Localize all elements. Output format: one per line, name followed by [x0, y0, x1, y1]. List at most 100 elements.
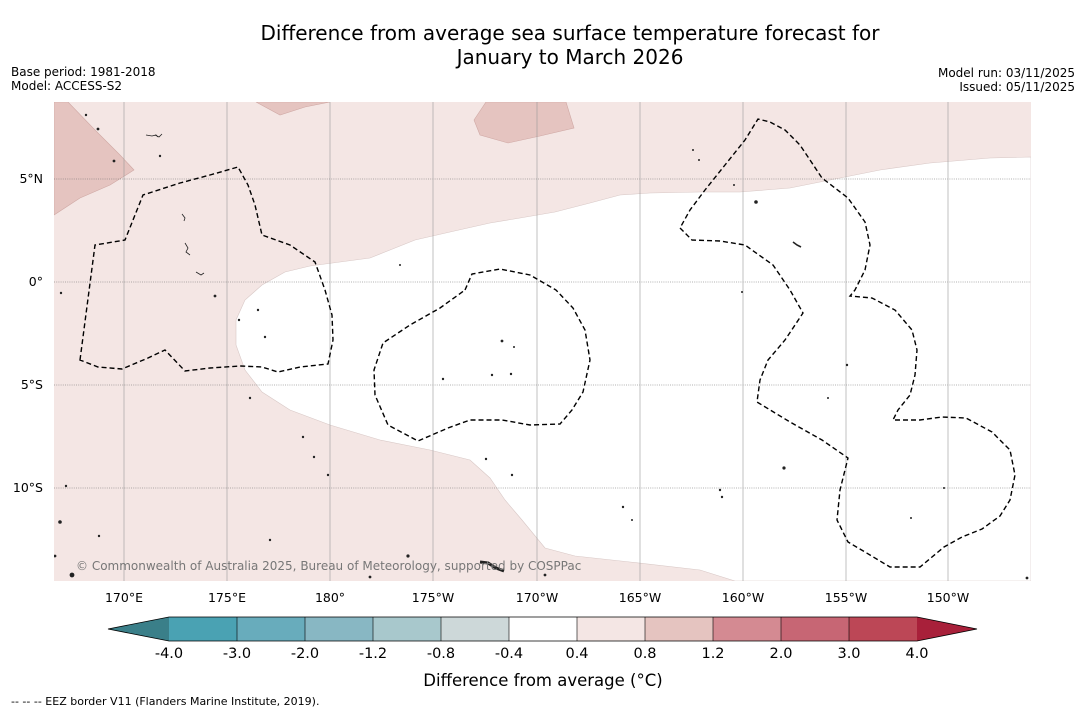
islands [54, 113, 1029, 580]
anomaly-patch-west [54, 102, 135, 216]
map-title-line1: Difference from average sea surface temp… [260, 21, 880, 45]
island-icon [84, 113, 88, 117]
copyright-text: © Commonwealth of Australia 2025, Bureau… [76, 559, 581, 573]
lon-label: 175°E [208, 590, 246, 605]
colorbar-tick-label: -0.8 [427, 646, 455, 662]
island-icon [490, 373, 494, 377]
island-icon [213, 294, 217, 298]
model-text: Model: ACCESS-S2 [11, 79, 123, 93]
colorbar-tick-label: 0.4 [565, 646, 588, 662]
lon-label: 160°W [722, 590, 764, 605]
island-icon [256, 308, 260, 312]
colorbar-extend-low [108, 617, 169, 641]
island-icon [69, 572, 75, 578]
colorbar-segment [849, 617, 917, 641]
colorbar-tick-label: 4.0 [905, 646, 928, 662]
island-icon [96, 127, 100, 131]
island-icon [792, 241, 802, 248]
island-icon [181, 213, 186, 222]
island-icon [237, 318, 241, 322]
island-icon [698, 158, 701, 161]
island-icon [301, 435, 305, 439]
island-icon [741, 290, 744, 293]
colorbar-tick-label: 2.0 [769, 646, 792, 662]
island-icon [326, 473, 330, 477]
island-icon [479, 560, 505, 573]
island-icon [406, 554, 410, 558]
island-icon [720, 495, 724, 499]
lon-label: 170°E [105, 590, 143, 605]
island-icon [195, 271, 205, 276]
island-icon [733, 183, 736, 186]
island-icon [158, 154, 162, 158]
island-icon [500, 339, 504, 343]
island-icon [543, 573, 547, 577]
lon-label: 175°W [412, 590, 454, 605]
issued-text: Issued: 05/11/2025 [959, 80, 1075, 94]
colorbar-segment [237, 617, 305, 641]
base-period-text: Base period: 1981-2018 [11, 65, 156, 79]
colorbar-tick-label: 0.8 [633, 646, 656, 662]
map-area: © Commonwealth of Australia 2025, Bureau… [54, 102, 1031, 581]
colorbar-segment [577, 617, 645, 641]
longitude-labels: 170°E 175°E 180° 175°W 170°W 165°W 160°W… [105, 590, 969, 605]
colorbar-segment [509, 617, 577, 641]
map-title: Difference from average sea surface temp… [0, 21, 1085, 69]
colorbar-segment [169, 617, 237, 641]
latitude-labels: 5°N 0° 5°S 10°S [13, 171, 43, 495]
island-icon [59, 291, 63, 295]
anomaly-patch-top [255, 102, 331, 116]
lon-label: 150°W [927, 590, 969, 605]
colorbar-tick-label: -2.0 [291, 646, 319, 662]
island-icon [64, 484, 68, 488]
colorbar-segment [441, 617, 509, 641]
model-run-text: Model run: 03/11/2025 [937, 66, 1075, 80]
colorbar-extend-high [917, 617, 977, 641]
colorbar-title: Difference from average (°C) [423, 671, 662, 690]
eez-border-kiribati-gilberts [79, 166, 334, 373]
island-icon [268, 538, 272, 542]
island-icon [754, 200, 758, 204]
colorbar-tick-label: -3.0 [223, 646, 251, 662]
lat-label-10s: 10°S [13, 480, 43, 495]
colorbar-tick-labels: -4.0 -3.0 -2.0 -1.2 -0.8 -0.4 0.4 0.8 1.2 2.0 3.0 4… [155, 646, 929, 662]
lon-label: 155°W [825, 590, 867, 605]
neutral-anomaly-region [235, 156, 1031, 581]
eez-border-kiribati-line [679, 118, 1016, 568]
island-icon [54, 554, 57, 558]
eez-legend-note: -- -- -- EEZ border V11 (Flanders Marine… [11, 695, 320, 708]
island-icon [509, 372, 513, 376]
colorbar-segment [373, 617, 441, 641]
colorbar-segment [781, 617, 849, 641]
island-icon [112, 159, 116, 163]
island-icon [154, 133, 163, 138]
island-icon [248, 396, 252, 400]
island-icon [484, 457, 488, 461]
anomaly-patch-north [473, 102, 575, 144]
lon-label: 165°W [619, 590, 661, 605]
metadata-left: Base period: 1981-2018 Model: ACCESS-S2 [11, 65, 156, 93]
metadata-right: Model run: 03/11/2025 Issued: 05/11/2025 [938, 66, 1075, 94]
island-icon [513, 345, 516, 348]
eez-borders [79, 118, 1016, 568]
island-icon [943, 486, 946, 489]
island-icon [827, 396, 830, 399]
island-icon [845, 363, 849, 367]
lat-label-5s: 5°S [21, 377, 43, 392]
colorbar-tick-label: -0.4 [495, 646, 523, 662]
lat-label-5n: 5°N [19, 171, 43, 186]
lat-label-0: 0° [29, 274, 43, 289]
eez-border-kiribati-phoenix [373, 268, 591, 442]
island-icon [97, 534, 101, 538]
colorbar-segment [305, 617, 373, 641]
colorbar-segment [645, 617, 713, 641]
colorbar-tick-label: 1.2 [701, 646, 724, 662]
island-icon [263, 335, 267, 339]
colorbar [107, 616, 978, 642]
island-icon [312, 455, 316, 459]
colorbar-outline [107, 616, 978, 642]
colorbar-tick-label: -4.0 [155, 646, 183, 662]
island-icon [621, 505, 625, 509]
graticule-lon [123, 102, 949, 581]
